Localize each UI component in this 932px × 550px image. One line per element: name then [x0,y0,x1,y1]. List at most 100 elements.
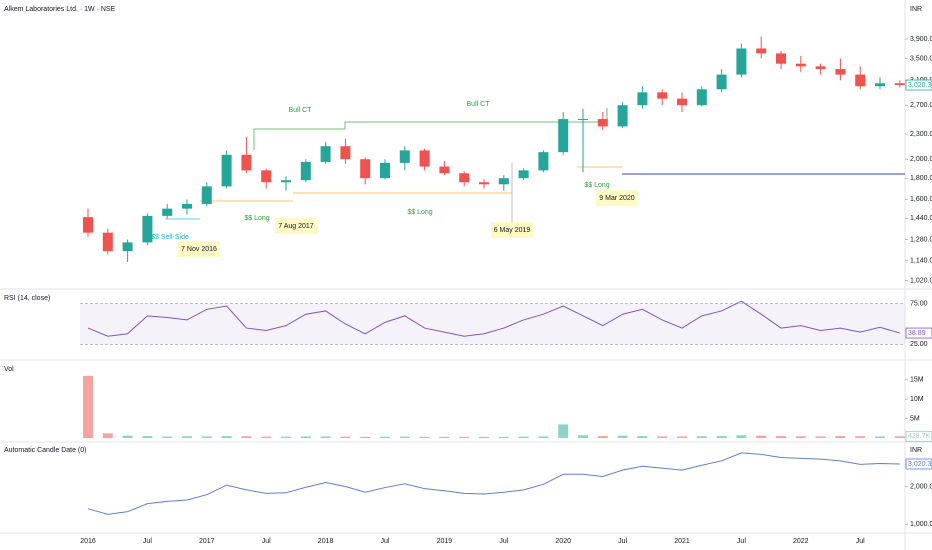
date-box [178,241,220,257]
x-tick-label: 2019 [437,538,453,545]
candle-body [459,173,470,183]
volume-bar [459,436,470,438]
y-tick-label: 10M [910,396,924,403]
x-tick-label: Jul [737,538,746,545]
y-tick-label: 15M [910,377,924,384]
y-tick-label: 3,900.00 [910,36,932,43]
price-label: 428.7K [908,433,931,440]
volume-bar [875,436,885,438]
y-tick-label: 2,000.00 [910,483,932,490]
volume-bar [479,436,489,438]
volume-bar [102,433,113,438]
volume-bar [716,436,727,438]
volume-bar [795,436,806,438]
candle-body [241,154,252,171]
volume-bar [320,436,331,438]
volume-bar [419,436,430,438]
y-tick-label: 1,000.00 [910,521,932,528]
date-box [596,190,638,206]
pane-title: Vol [4,366,14,373]
x-tick-label: 2021 [674,538,690,545]
annotation: $$ Long [407,209,432,216]
x-tick-label: Jul [499,538,508,545]
candle-body [479,182,489,185]
pane-title: RSI (14, close) [4,295,50,302]
candle-body [380,162,390,179]
candle-body [360,159,371,179]
x-tick-label: 2022 [793,538,809,545]
y-tick-label: 1,440.00 [910,215,932,222]
date-label: 7 Aug 2017 [278,223,314,230]
pane-title: Automatic Candle Date (0) [4,447,86,454]
candle-body [83,217,93,233]
volume-bar [300,436,311,438]
volume-bar [894,436,905,438]
candle-body [142,215,153,243]
y-tick-label: 2,700.00 [910,102,932,109]
volume-bar [578,435,588,438]
annotation: Bull CT [467,101,491,108]
unit-label: INR [910,6,922,13]
annotation: $$ Long [584,182,609,189]
line [87,300,900,337]
volume-bar [558,424,569,438]
candle-body [617,105,628,127]
volume-bar [360,436,371,438]
volume-bar [201,436,212,438]
candle-body [102,232,113,252]
volume-bar [122,435,133,438]
candle-body [578,119,588,121]
y-tick-label: 1,800.00 [910,175,932,182]
candle-body [657,92,668,99]
candle-body [340,146,351,160]
price-label-box [905,458,932,470]
volume-bar [142,436,153,438]
volume-bar [241,436,252,438]
candle-body [637,92,648,106]
y-tick-label: 1,600.00 [910,196,932,203]
candle-body [597,119,608,127]
volume-bar [696,436,707,438]
x-tick-label: Jul [381,538,390,545]
candle-body [855,74,866,87]
volume-bar [399,436,410,438]
candle-body [399,150,410,163]
candle-body [558,119,569,153]
candle-body [538,152,549,171]
candle-body [815,66,826,70]
volume-bar [637,436,648,438]
x-tick-label: Jul [262,538,271,545]
x-tick-label: Jul [618,538,627,545]
volume-bar [756,435,767,438]
volume-bar [162,436,173,438]
annotation: $$ Long [244,215,269,222]
candle-body [201,186,212,204]
volume-bar [815,436,826,438]
volume-bar [677,436,687,438]
x-tick-label: 2020 [555,538,571,545]
date-label: 6 May 2019 [494,227,531,234]
line [87,452,900,515]
price-label-box [905,430,932,442]
candle-body [756,48,767,54]
price-label-box [905,79,932,91]
volume-bar [281,436,291,438]
volume-bar [736,435,747,438]
candle-body [281,180,291,183]
candle-body [518,170,529,179]
candle-body [221,154,232,187]
candle-body [182,203,192,209]
candle-body [835,69,846,75]
volume-bar [340,436,351,438]
volume-bar [380,436,390,438]
annotations: Bull CT Bull CT $$ Long $$ Long $$ Long … [151,101,905,257]
price-label: 3,020.30 [908,461,932,468]
volume-bar [776,436,786,438]
date-label: 9 Mar 2020 [599,195,635,202]
x-tick-label: Jul [856,538,865,545]
x-tick-label: 2016 [80,538,96,545]
volume-bar [617,435,628,438]
volume-bar [657,436,668,438]
candle-body [419,150,430,167]
